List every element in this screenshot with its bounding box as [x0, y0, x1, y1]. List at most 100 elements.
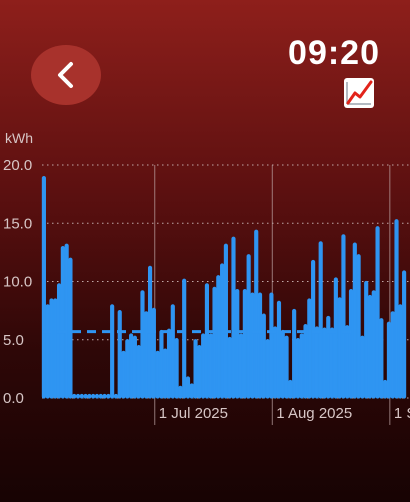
bar [375, 226, 380, 399]
bar [292, 308, 297, 399]
bar [318, 241, 323, 399]
bar [303, 324, 308, 399]
bar [72, 393, 77, 399]
bar [333, 277, 338, 399]
bar [41, 176, 46, 399]
bar [345, 325, 350, 399]
bar [75, 393, 81, 399]
bar [197, 344, 202, 399]
bar [348, 289, 354, 399]
bar [329, 327, 335, 399]
bar [322, 327, 327, 399]
bar [276, 300, 282, 399]
bar [91, 393, 96, 399]
bar [246, 254, 251, 399]
y-tick-label: 20.0 [3, 157, 32, 174]
bar [360, 335, 365, 399]
bar-layer [41, 176, 407, 399]
chart-increasing-icon [344, 78, 374, 108]
bar [326, 315, 331, 399]
y-axis-unit-label: kWh [5, 130, 33, 146]
bar [125, 339, 130, 399]
bar [341, 234, 346, 399]
bar [257, 292, 263, 399]
bar [242, 289, 247, 399]
y-tick-label: 10.0 [3, 274, 32, 291]
bar [216, 275, 221, 399]
bar [102, 393, 107, 399]
bar [367, 294, 373, 399]
bar [151, 307, 156, 399]
bar [383, 379, 388, 399]
bar [178, 385, 183, 399]
bar [189, 383, 194, 399]
bar [356, 254, 361, 399]
bar [140, 290, 145, 399]
bar [60, 245, 65, 399]
bar [49, 298, 54, 399]
bar [144, 311, 149, 399]
bar [299, 333, 304, 399]
bar [250, 292, 255, 399]
tick-label-layer: 0.0 5.0 10.0 15.0 20.0 1 Jul 2025 1 Aug 2025 1 … [3, 157, 410, 422]
energy-chart: kWh 0.0 5.0 10.0 15.0 20.0 1 Jul 2025 1 Aug 20… [3, 130, 410, 425]
bar [238, 333, 244, 399]
x-tick-label: 1 Jul 2025 [159, 405, 228, 422]
bar [314, 326, 319, 399]
bar [170, 304, 175, 399]
bar [337, 297, 342, 399]
bar [227, 336, 232, 399]
bar [117, 310, 122, 399]
clock-time: 09:20 [288, 34, 380, 72]
bar [204, 283, 210, 399]
x-tick-label: 1 Aug 2025 [276, 405, 352, 422]
bar [402, 270, 407, 399]
bar [386, 321, 392, 399]
bar [45, 304, 50, 399]
bar [193, 339, 198, 399]
chevron-left-icon [58, 62, 73, 88]
bar [87, 393, 92, 399]
bar [174, 337, 179, 399]
bar [129, 333, 134, 399]
bar [265, 339, 270, 399]
y-tick-label: 15.0 [3, 215, 32, 232]
bar [398, 304, 403, 399]
bar [53, 298, 58, 399]
bar [208, 333, 213, 399]
x-tick-label: 1 S... [394, 405, 410, 422]
bar [295, 337, 301, 399]
bar [223, 243, 228, 399]
back-button[interactable] [31, 45, 101, 105]
bar [311, 259, 316, 399]
bar [280, 329, 285, 399]
bar [394, 219, 399, 399]
bar [132, 335, 137, 399]
bar [166, 328, 172, 399]
bar [390, 311, 395, 399]
bar [94, 393, 100, 399]
bar [364, 280, 369, 399]
bar [106, 393, 111, 399]
bar [159, 329, 164, 399]
bar [185, 376, 191, 399]
bar [254, 229, 259, 399]
bar [261, 313, 266, 399]
bar [371, 290, 376, 399]
bar [56, 283, 62, 399]
bar [235, 289, 240, 399]
bar [201, 333, 206, 399]
bar [273, 326, 278, 399]
bar [379, 318, 384, 399]
bar [163, 348, 168, 399]
bar [307, 298, 312, 399]
bar [284, 335, 289, 399]
bar [68, 257, 73, 399]
y-tick-label: 5.0 [3, 332, 24, 349]
bar [98, 393, 103, 399]
bar [212, 286, 217, 399]
bar [231, 236, 236, 399]
bar [136, 344, 141, 399]
bar [121, 350, 126, 399]
bar [269, 292, 274, 399]
